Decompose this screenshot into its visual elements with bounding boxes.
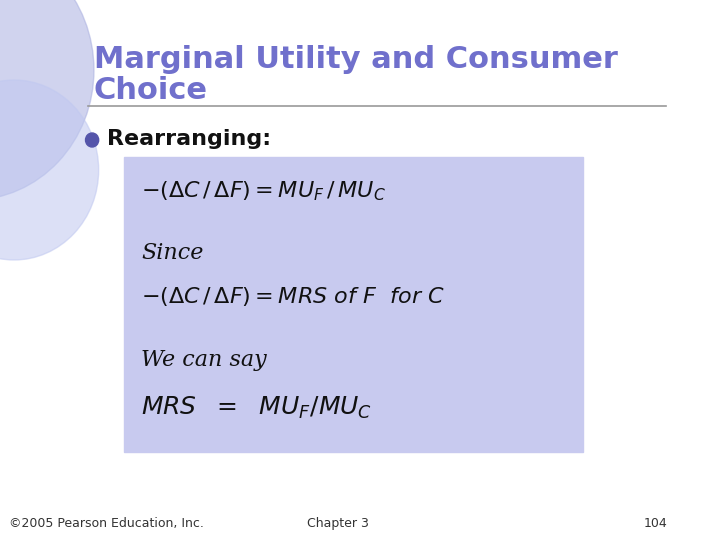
Text: Choice: Choice <box>94 76 208 105</box>
Text: Chapter 3: Chapter 3 <box>307 517 369 530</box>
Text: We can say: We can say <box>141 349 266 371</box>
Circle shape <box>0 0 94 200</box>
Circle shape <box>86 133 99 147</box>
Text: Since: Since <box>141 242 203 264</box>
Text: $-\left(\Delta C\,/\,\Delta F\right)= MRS\ of\ F\ \ for\ C$: $-\left(\Delta C\,/\,\Delta F\right)= MR… <box>141 285 445 308</box>
FancyBboxPatch shape <box>124 157 582 452</box>
Text: 104: 104 <box>644 517 667 530</box>
Text: Rearranging:: Rearranging: <box>107 129 271 149</box>
Text: $MRS\ \ =\ \ MU_F/MU_C$: $MRS\ \ =\ \ MU_F/MU_C$ <box>141 395 372 421</box>
Text: Marginal Utility and Consumer: Marginal Utility and Consumer <box>94 45 618 74</box>
Circle shape <box>0 80 99 260</box>
Text: ©2005 Pearson Education, Inc.: ©2005 Pearson Education, Inc. <box>9 517 204 530</box>
Text: $-\left(\Delta C\,/\,\Delta F\right)= MU_F\,/\,MU_C$: $-\left(\Delta C\,/\,\Delta F\right)= MU… <box>141 179 386 202</box>
